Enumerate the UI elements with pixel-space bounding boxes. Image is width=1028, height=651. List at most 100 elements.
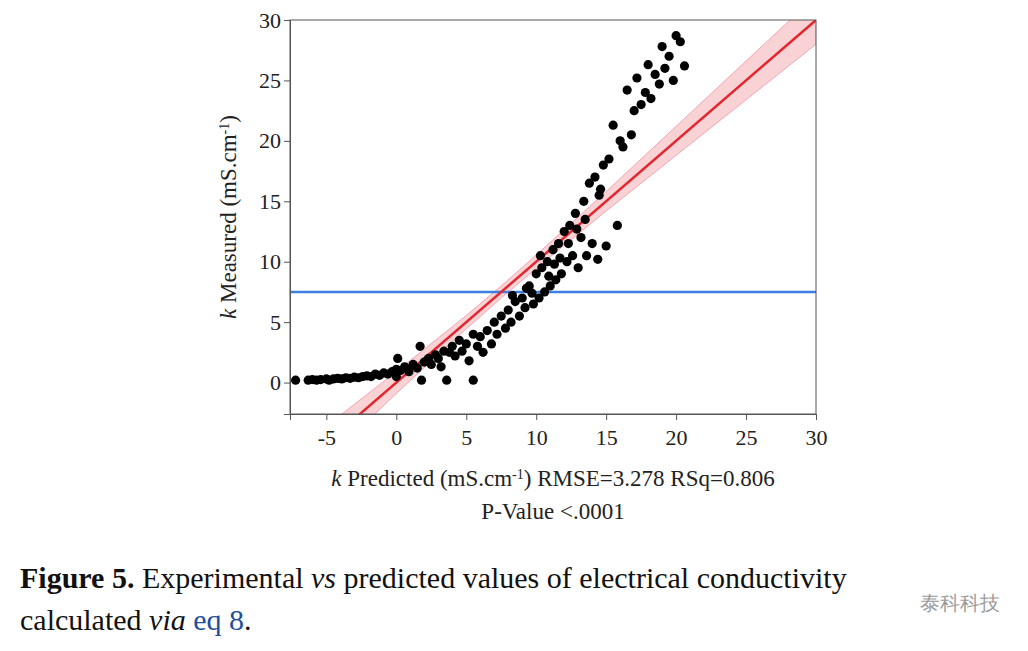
point (582, 251, 591, 260)
y-axis: 051015202530 (259, 8, 291, 415)
caption-part (186, 603, 194, 636)
point (588, 239, 597, 248)
point (655, 79, 664, 88)
point (506, 318, 515, 327)
label-part: ) (216, 115, 241, 123)
confidence-band (290, 20, 816, 414)
point (492, 330, 501, 339)
x-tick-mark (396, 414, 397, 420)
point (469, 376, 478, 385)
point (576, 233, 585, 242)
caption-part: vs (311, 561, 336, 594)
x-axis-title: k Predicted (mS.cm-1) RMSE=3.278 RSq=0.8… (331, 466, 774, 491)
point (478, 348, 487, 357)
point (413, 363, 422, 372)
watermark: 泰科科技 (920, 591, 1000, 615)
y-tick: 10 (259, 249, 290, 274)
y-tick: 30 (259, 8, 290, 33)
y-tick: 5 (270, 310, 290, 335)
y-tick-label: 5 (270, 310, 281, 335)
point (579, 197, 588, 206)
fit-line (290, 20, 816, 414)
point (555, 253, 564, 262)
x-tick-mark (676, 414, 677, 420)
point (609, 121, 618, 130)
point (646, 94, 655, 103)
point (557, 269, 566, 278)
y-axis-line (284, 21, 291, 415)
label-part: Measured (mS.cm (216, 134, 241, 308)
y-tick-label: 20 (259, 128, 281, 153)
x-tick-label: 30 (806, 425, 828, 450)
point (462, 339, 471, 348)
p-value: P-Value <.0001 (481, 499, 624, 524)
point (581, 215, 590, 224)
y-tick-mark (284, 201, 290, 202)
y-tick: 25 (259, 68, 290, 93)
point (604, 154, 613, 163)
point (644, 60, 653, 69)
x-tick: 5 (461, 414, 472, 450)
caption-line: Figure 5. Experimental vs predicted valu… (20, 561, 847, 594)
caption-part: calculated (20, 603, 149, 636)
point (476, 332, 485, 341)
point (680, 61, 689, 70)
point (593, 255, 602, 264)
x-tick-mark (536, 414, 537, 420)
caption-part: Experimental (134, 561, 311, 594)
y-tick: 20 (259, 128, 290, 153)
label-part: -1 (512, 467, 524, 482)
y-tick-mark (284, 262, 290, 263)
point (602, 241, 611, 250)
x-tick-label: 25 (736, 425, 758, 450)
point (637, 100, 646, 109)
point (448, 342, 457, 351)
point (554, 239, 563, 248)
point (627, 130, 636, 139)
caption-part: Figure 5. (20, 561, 134, 594)
label-part: Predicted (mS.cm (342, 466, 513, 491)
point (436, 362, 445, 371)
point (574, 263, 583, 272)
point (676, 37, 685, 46)
point (497, 312, 506, 321)
point (660, 64, 669, 73)
point (564, 239, 573, 248)
label-part: -1 (217, 123, 232, 135)
stats: RMSE=3.278 RSq=0.806 (537, 466, 774, 491)
point (623, 85, 632, 94)
point (651, 70, 660, 79)
figure: -5051015202530051015202530k Measured (mS… (0, 0, 1028, 651)
point (590, 173, 599, 182)
point (515, 312, 524, 321)
x-tick-mark (816, 414, 817, 420)
plot-area (290, 20, 816, 414)
point (571, 209, 580, 218)
caption-part: . (244, 603, 252, 636)
y-tick-label: 30 (259, 8, 281, 33)
point (490, 318, 499, 327)
point (434, 354, 443, 363)
x-tick-mark (606, 414, 607, 420)
x-tick: 15 (596, 414, 618, 450)
y-tick-mark (284, 141, 290, 142)
point (568, 251, 577, 260)
x-tick: 25 (736, 414, 758, 450)
y-axis-title: k Measured (mS.cm-1) (216, 115, 241, 319)
point (483, 326, 492, 335)
point (427, 360, 436, 369)
caption-part: predicted values of electrical conductiv… (336, 561, 847, 594)
y-tick-label: 25 (259, 68, 281, 93)
point (536, 251, 545, 260)
point (518, 293, 527, 302)
x-tick-label: 15 (596, 425, 618, 450)
y-tick: 0 (270, 370, 290, 395)
x-tick: 30 (806, 414, 828, 450)
x-tick: 10 (526, 414, 548, 450)
point (613, 221, 622, 230)
point (504, 305, 513, 314)
point (669, 76, 678, 85)
plot-frame (290, 20, 816, 414)
x-tick: 0 (391, 414, 402, 450)
point (508, 291, 517, 300)
